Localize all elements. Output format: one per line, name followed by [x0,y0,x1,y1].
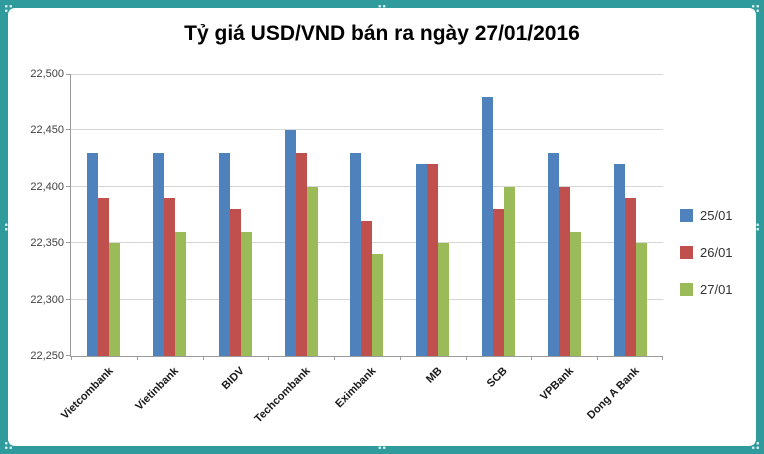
bar-26/01[interactable] [427,164,439,356]
legend-item[interactable]: 25/01 [680,208,733,223]
bar-group [466,96,532,356]
plot-area [66,74,663,360]
gridline [71,185,663,187]
bar-25/01[interactable] [87,152,99,356]
y-axis-tick [66,185,71,187]
bar-27/01[interactable] [372,254,384,356]
y-axis-tick [66,298,71,300]
legend-label: 26/01 [700,245,733,260]
bar-27/01[interactable] [240,231,252,356]
y-axis-label: 22,400 [30,180,64,193]
gridline [71,74,663,75]
x-axis-tick [334,356,336,360]
y-axis-tick [66,242,71,244]
legend: 25/01 26/01 27/01 [680,208,733,297]
x-axis-tick [71,356,72,360]
x-axis-tick [268,356,270,360]
resize-handle-top-left[interactable] [4,4,13,13]
x-axis-tick [597,356,599,360]
legend-swatch [680,246,693,259]
resize-handle-top-right[interactable] [751,4,760,13]
chart-area: Tỷ giá USD/VND bán ra ngày 27/01/2016 22… [8,8,756,446]
x-axis-tick [465,356,467,360]
bar-group [597,164,663,356]
x-axis: Vietcombank Vietinbank BIDV Techcombank Exim… [59,361,662,436]
bar-26/01[interactable] [295,152,307,356]
bar-group [71,152,137,356]
legend-item[interactable]: 27/01 [680,282,733,297]
bar-27/01[interactable] [109,243,121,356]
legend-swatch [680,283,693,296]
bar-26/01[interactable] [558,186,570,356]
bar-25/01[interactable] [482,96,494,356]
legend-item[interactable]: 26/01 [680,245,733,260]
x-axis-label: Vietinbank [133,365,182,413]
bar-27/01[interactable] [635,243,647,356]
y-axis-label: 22,250 [30,350,64,362]
y-axis-tick [66,129,71,131]
y-axis-label: 22,350 [30,237,64,250]
x-axis-tick [202,356,204,360]
bar-25/01[interactable] [218,152,230,356]
legend-label: 27/01 [700,282,733,297]
y-axis: 22,250 22,300 22,350 22,400 22,450 22,500 [8,68,64,362]
bar-26/01[interactable] [361,220,373,356]
x-axis-label: Vietcombank [58,365,116,422]
x-axis-tick [136,356,138,360]
y-axis-label: 22,300 [30,293,64,306]
bar-group [400,164,466,356]
bar-27/01[interactable] [175,231,187,356]
bar-group [334,152,400,356]
bar-26/01[interactable] [493,209,505,356]
bar-26/01[interactable] [229,209,241,356]
bar-25/01[interactable] [613,164,625,356]
bar-26/01[interactable] [164,198,176,356]
y-axis-tick [66,355,71,356]
bar-27/01[interactable] [569,231,581,356]
resize-handle-bottom-right[interactable] [751,441,760,450]
bar-25/01[interactable] [350,152,362,356]
bar-27/01[interactable] [504,186,516,356]
x-axis-tick [662,356,663,360]
bar-27/01[interactable] [306,186,318,356]
x-axis-label: Techcombank [252,365,313,426]
legend-label: 25/01 [700,208,733,223]
chart-title: Tỷ giá USD/VND bán ra ngày 27/01/2016 [184,22,580,45]
gridline [71,129,663,131]
y-axis-tick [66,74,71,75]
x-axis-label: Dong A Bank [584,365,642,422]
y-axis-label: 22,450 [30,124,64,137]
x-axis-tick [399,356,401,360]
bar-26/01[interactable] [98,198,110,356]
x-axis-label: SCB [485,365,511,390]
bar-group [268,130,334,356]
bar-group [531,152,597,356]
x-axis-label: BIDV [219,365,247,393]
legend-swatch [680,209,693,222]
resize-handle-bottom-left[interactable] [4,441,13,450]
bar-27/01[interactable] [438,243,450,356]
bar-25/01[interactable] [153,152,165,356]
bar-25/01[interactable] [547,152,559,356]
bar-26/01[interactable] [624,198,636,356]
x-axis-label: MB [423,365,445,386]
y-axis-label: 22,500 [30,68,64,80]
bar-group [137,152,203,356]
bar-25/01[interactable] [284,130,296,356]
x-axis-label: Eximbank [333,365,379,411]
x-axis-label: VPBank [537,365,576,403]
bar-25/01[interactable] [416,164,428,356]
bar-group [203,152,269,356]
x-axis-tick [531,356,533,360]
